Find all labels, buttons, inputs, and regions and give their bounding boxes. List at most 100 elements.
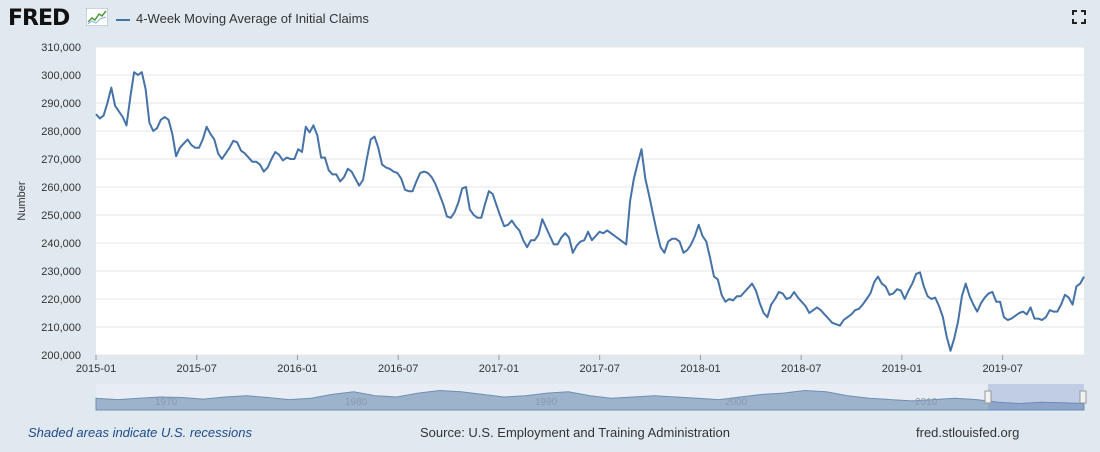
data-point[interactable] bbox=[910, 282, 914, 286]
data-point[interactable] bbox=[517, 228, 521, 232]
data-point[interactable] bbox=[1025, 312, 1029, 316]
data-point[interactable] bbox=[788, 296, 792, 300]
data-point[interactable] bbox=[682, 251, 686, 255]
data-point[interactable] bbox=[1071, 303, 1075, 307]
data-point[interactable] bbox=[723, 300, 727, 304]
data-point[interactable] bbox=[98, 116, 102, 120]
data-point[interactable] bbox=[334, 172, 338, 176]
data-point[interactable] bbox=[510, 219, 514, 223]
data-point[interactable] bbox=[430, 175, 434, 179]
data-point[interactable] bbox=[838, 324, 842, 328]
data-point[interactable] bbox=[1002, 315, 1006, 319]
data-point[interactable] bbox=[979, 301, 983, 305]
data-point[interactable] bbox=[792, 290, 796, 294]
data-point[interactable] bbox=[1021, 310, 1025, 314]
data-point[interactable] bbox=[575, 244, 579, 248]
data-point[interactable] bbox=[285, 156, 289, 160]
data-point[interactable] bbox=[720, 293, 724, 297]
data-point[interactable] bbox=[365, 157, 369, 161]
data-point[interactable] bbox=[922, 284, 926, 288]
data-point[interactable] bbox=[449, 216, 453, 220]
data-point[interactable] bbox=[743, 290, 747, 294]
data-point[interactable] bbox=[693, 234, 697, 238]
data-point[interactable] bbox=[872, 280, 876, 284]
data-point[interactable] bbox=[205, 125, 209, 129]
data-point[interactable] bbox=[613, 234, 617, 238]
data-point[interactable] bbox=[655, 230, 659, 234]
data-point[interactable] bbox=[384, 165, 388, 169]
data-point[interactable] bbox=[472, 213, 476, 217]
data-point[interactable] bbox=[823, 312, 827, 316]
data-point[interactable] bbox=[624, 242, 628, 246]
data-point[interactable] bbox=[182, 142, 186, 146]
data-point[interactable] bbox=[170, 132, 174, 136]
data-point[interactable] bbox=[853, 308, 857, 312]
data-point[interactable] bbox=[369, 137, 373, 141]
data-point[interactable] bbox=[376, 146, 380, 150]
data-point[interactable] bbox=[1082, 275, 1086, 279]
data-point[interactable] bbox=[231, 139, 235, 143]
data-point[interactable] bbox=[540, 217, 544, 221]
data-point[interactable] bbox=[762, 311, 766, 315]
data-point[interactable] bbox=[998, 300, 1002, 304]
data-point[interactable] bbox=[971, 303, 975, 307]
data-point[interactable] bbox=[643, 177, 647, 181]
data-point[interactable] bbox=[857, 307, 861, 311]
data-point[interactable] bbox=[746, 286, 750, 290]
data-point[interactable] bbox=[826, 317, 830, 321]
data-point[interactable] bbox=[994, 300, 998, 304]
data-point[interactable] bbox=[331, 172, 335, 176]
data-point[interactable] bbox=[891, 291, 895, 295]
data-point[interactable] bbox=[281, 158, 285, 162]
data-point[interactable] bbox=[254, 160, 258, 164]
data-point[interactable] bbox=[907, 289, 911, 293]
data-point[interactable] bbox=[1048, 308, 1052, 312]
data-point[interactable] bbox=[1059, 303, 1063, 307]
data-point[interactable] bbox=[1063, 293, 1067, 297]
data-point[interactable] bbox=[582, 238, 586, 242]
data-point[interactable] bbox=[849, 312, 853, 316]
data-point[interactable] bbox=[350, 170, 354, 174]
data-point[interactable] bbox=[956, 319, 960, 323]
data-point[interactable] bbox=[563, 231, 567, 235]
data-point[interactable] bbox=[525, 245, 529, 249]
data-point[interactable] bbox=[1078, 282, 1082, 286]
data-point[interactable] bbox=[140, 70, 144, 74]
data-point[interactable] bbox=[147, 121, 151, 125]
data-point[interactable] bbox=[189, 143, 193, 147]
data-point[interactable] bbox=[811, 308, 815, 312]
data-point[interactable] bbox=[342, 175, 346, 179]
data-point[interactable] bbox=[201, 137, 205, 141]
data-point[interactable] bbox=[1052, 310, 1056, 314]
data-point[interactable] bbox=[987, 291, 991, 295]
data-point[interactable] bbox=[346, 167, 350, 171]
data-point[interactable] bbox=[945, 335, 949, 339]
data-point[interactable] bbox=[804, 304, 808, 308]
data-point[interactable] bbox=[933, 296, 937, 300]
data-point[interactable] bbox=[105, 101, 109, 105]
data-point[interactable] bbox=[1006, 318, 1010, 322]
recession-note[interactable]: Shaded areas indicate U.S. recessions bbox=[28, 425, 253, 440]
data-point[interactable] bbox=[773, 297, 777, 301]
data-point[interactable] bbox=[357, 184, 361, 188]
data-point[interactable] bbox=[628, 199, 632, 203]
data-point[interactable] bbox=[617, 237, 621, 241]
data-point[interactable] bbox=[640, 147, 644, 151]
navigator-handle-right[interactable] bbox=[1079, 390, 1087, 404]
data-point[interactable] bbox=[533, 238, 537, 242]
navigator-selection[interactable] bbox=[988, 384, 1084, 410]
data-point[interactable] bbox=[888, 293, 892, 297]
data-point[interactable] bbox=[353, 177, 357, 181]
data-point[interactable] bbox=[765, 315, 769, 319]
data-point[interactable] bbox=[1032, 317, 1036, 321]
data-point[interactable] bbox=[441, 202, 445, 206]
data-point[interactable] bbox=[434, 182, 438, 186]
data-point[interactable] bbox=[311, 123, 315, 127]
data-point[interactable] bbox=[262, 170, 266, 174]
data-point[interactable] bbox=[620, 240, 624, 244]
data-point[interactable] bbox=[323, 156, 327, 160]
fred-logo[interactable]: FRED bbox=[8, 6, 70, 31]
data-point[interactable] bbox=[662, 251, 666, 255]
data-point[interactable] bbox=[388, 167, 392, 171]
data-point[interactable] bbox=[632, 177, 636, 181]
